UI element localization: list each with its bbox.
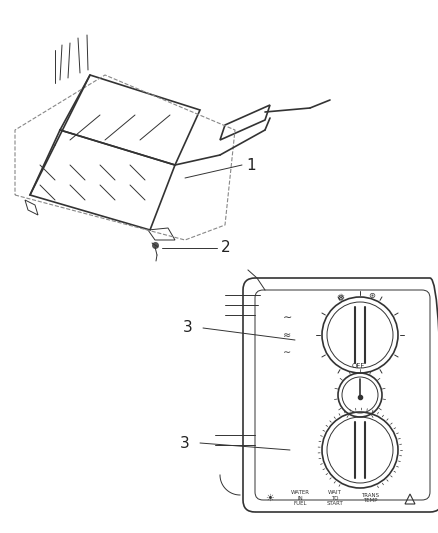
Text: 3: 3 bbox=[180, 435, 190, 450]
Text: ∼: ∼ bbox=[283, 347, 291, 357]
Text: WAIT
TO
START: WAIT TO START bbox=[327, 490, 343, 506]
Text: 2: 2 bbox=[221, 240, 231, 255]
Text: ⊛: ⊛ bbox=[368, 290, 375, 300]
Text: OFF: OFF bbox=[351, 363, 365, 369]
Text: ≈: ≈ bbox=[283, 330, 291, 340]
Text: 3: 3 bbox=[183, 320, 193, 335]
Text: WATER
IN
FUEL: WATER IN FUEL bbox=[290, 490, 310, 506]
Text: TRANS
TEMP: TRANS TEMP bbox=[361, 492, 379, 503]
Text: ∼: ∼ bbox=[283, 313, 293, 323]
Text: ☀: ☀ bbox=[265, 493, 274, 503]
Text: 1: 1 bbox=[246, 157, 256, 173]
Text: ❅: ❅ bbox=[336, 293, 344, 303]
